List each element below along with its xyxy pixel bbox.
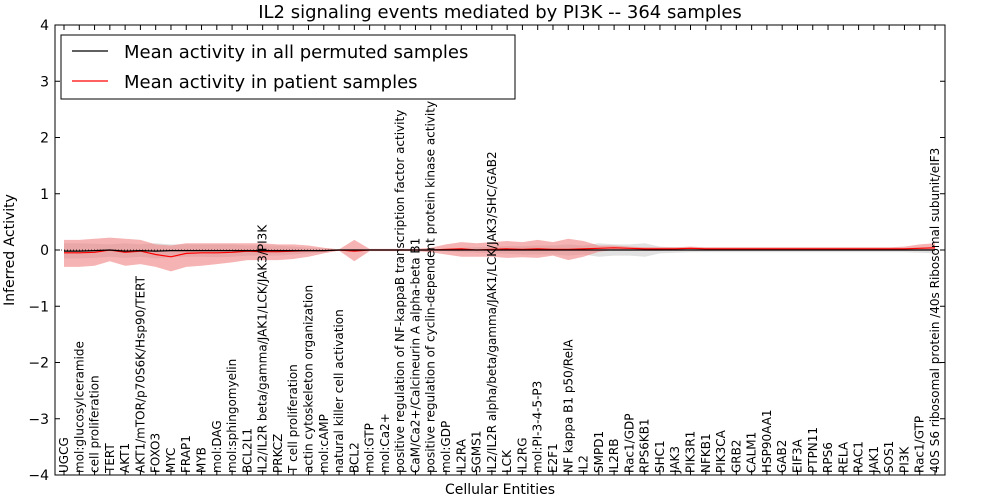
x-tick-label: positive regulation of cyclin-dependent … xyxy=(424,101,438,473)
x-tick-label: IL2RG xyxy=(515,438,529,474)
x-tick-label: positive regulation of NF-kappaB transcr… xyxy=(393,110,407,473)
x-axis: UGCG mol:glucosylceramide cell proliferati… xyxy=(57,25,942,475)
y-tick-label: 2 xyxy=(40,131,49,147)
y-tick-label: 0 xyxy=(40,243,49,259)
x-tick-label: PIK3R1 xyxy=(684,431,698,473)
y-tick-label: 1 xyxy=(40,187,49,203)
x-tick-label: NF kappa B1 p50/RelA xyxy=(561,339,575,473)
y-tick-label: −2 xyxy=(28,356,49,372)
x-tick-label: SGMS1 xyxy=(470,430,484,473)
x-tick-label: EIF3A xyxy=(791,438,805,473)
x-tick-label: GRB2 xyxy=(729,439,743,473)
x-tick-label: T cell proliferation xyxy=(286,364,300,474)
x-tick-label: JAK1 xyxy=(867,446,881,474)
x-tick-label: mol:PI-3-4-5-P3 xyxy=(531,381,545,473)
x-tick-label: mol:GDP xyxy=(439,421,453,473)
y-axis-label: Inferred Activity xyxy=(2,194,18,306)
x-tick-label: LCK xyxy=(500,449,514,473)
x-axis-label: Cellular Entities xyxy=(445,482,555,498)
x-tick-label: Rac1/GTP xyxy=(913,416,927,473)
x-tick-label: MYB xyxy=(195,447,209,473)
x-tick-label: cell proliferation xyxy=(88,375,102,473)
x-tick-label: mol:GTP xyxy=(363,423,377,473)
x-tick-label: SOS1 xyxy=(882,441,896,473)
x-tick-label: RPS6KB1 xyxy=(638,418,652,473)
x-tick-label: NFKB1 xyxy=(699,433,713,473)
x-tick-label: mol:cAMP xyxy=(317,414,331,473)
x-tick-label: RAC1 xyxy=(852,441,866,473)
x-tick-label: HSP90AA1 xyxy=(760,409,774,473)
chart-title: IL2 signaling events mediated by PI3K --… xyxy=(258,2,742,23)
x-tick-label: Rac1/GDP xyxy=(622,414,636,473)
x-tick-label: BCL2L1 xyxy=(240,428,254,473)
legend-box xyxy=(60,34,516,100)
x-tick-label: PTPN11 xyxy=(806,427,820,473)
x-tick-label: BCL2 xyxy=(347,442,361,473)
band-patient xyxy=(64,237,935,272)
x-tick-label: mol:Ca2+ xyxy=(378,413,392,473)
y-tick-label: 3 xyxy=(40,74,49,90)
x-tick-label: CaM/Ca2+/Calcineurin A alpha-beta B1 xyxy=(409,238,423,473)
x-tick-label: CALM1 xyxy=(745,432,759,473)
x-tick-label: AKT1 xyxy=(118,443,132,473)
series-line-patient xyxy=(64,247,936,258)
lines-layer xyxy=(55,247,945,258)
x-tick-label: actin cytoskeleton organization xyxy=(302,285,316,473)
x-tick-label: IL2RA xyxy=(454,438,468,473)
x-tick-label: AKT1/mTOR/p70S6K/Hsp90/TERT xyxy=(133,275,147,473)
x-tick-label: IL2/IL2R beta/gamma/JAK1/LCK/JAK3/PI3K xyxy=(256,224,270,473)
x-tick-label: natural killer cell activation xyxy=(332,309,346,473)
x-tick-label: 40S S6 ribosomal protein /40s Ribosomal … xyxy=(928,148,942,473)
x-tick-label: E2F1 xyxy=(546,443,560,473)
x-tick-label: RPS6 xyxy=(821,442,835,473)
y-tick-label: 4 xyxy=(40,18,49,34)
x-tick-label: FOXO3 xyxy=(149,433,163,473)
x-tick-label: mol:sphingomyelin xyxy=(225,359,239,473)
legend-label-patient: Mean activity in patient samples xyxy=(124,72,418,93)
x-tick-label: PI3K xyxy=(897,446,911,473)
x-tick-label: SMPD1 xyxy=(592,431,606,473)
x-tick-label: IL2RB xyxy=(607,439,621,473)
y-axis: −4 −3 −2 −1 0 1 2 3 4 xyxy=(28,18,945,484)
y-tick-label: −3 xyxy=(28,412,49,428)
bands-layer xyxy=(64,237,935,272)
legend: Mean activity in all permuted samples Me… xyxy=(60,34,516,100)
x-tick-label: MYC xyxy=(164,448,178,473)
x-tick-label: PRKCZ xyxy=(271,434,285,473)
legend-label-permuted: Mean activity in all permuted samples xyxy=(124,42,468,63)
x-tick-label: IL2 xyxy=(577,455,591,473)
y-tick-label: −1 xyxy=(28,299,49,315)
x-tick-label: TERT xyxy=(103,443,117,474)
x-tick-label: GAB2 xyxy=(775,440,789,473)
y-tick-label: −4 xyxy=(28,468,49,484)
x-tick-label: UGCG xyxy=(57,437,71,473)
x-tick-label: JAK3 xyxy=(668,446,682,474)
x-tick-label: SHC1 xyxy=(653,440,667,473)
x-tick-label: RELA xyxy=(836,441,850,473)
x-tick-label: mol:DAG xyxy=(210,420,224,473)
x-tick-label: IL2/IL2R alpha/beta/gamma/JAK1/LCK/JAK3/… xyxy=(485,151,499,473)
x-tick-label: FRAP1 xyxy=(179,435,193,473)
x-tick-label: PIK3CA xyxy=(714,429,728,473)
x-tick-label: mol:glucosylceramide xyxy=(72,341,86,473)
